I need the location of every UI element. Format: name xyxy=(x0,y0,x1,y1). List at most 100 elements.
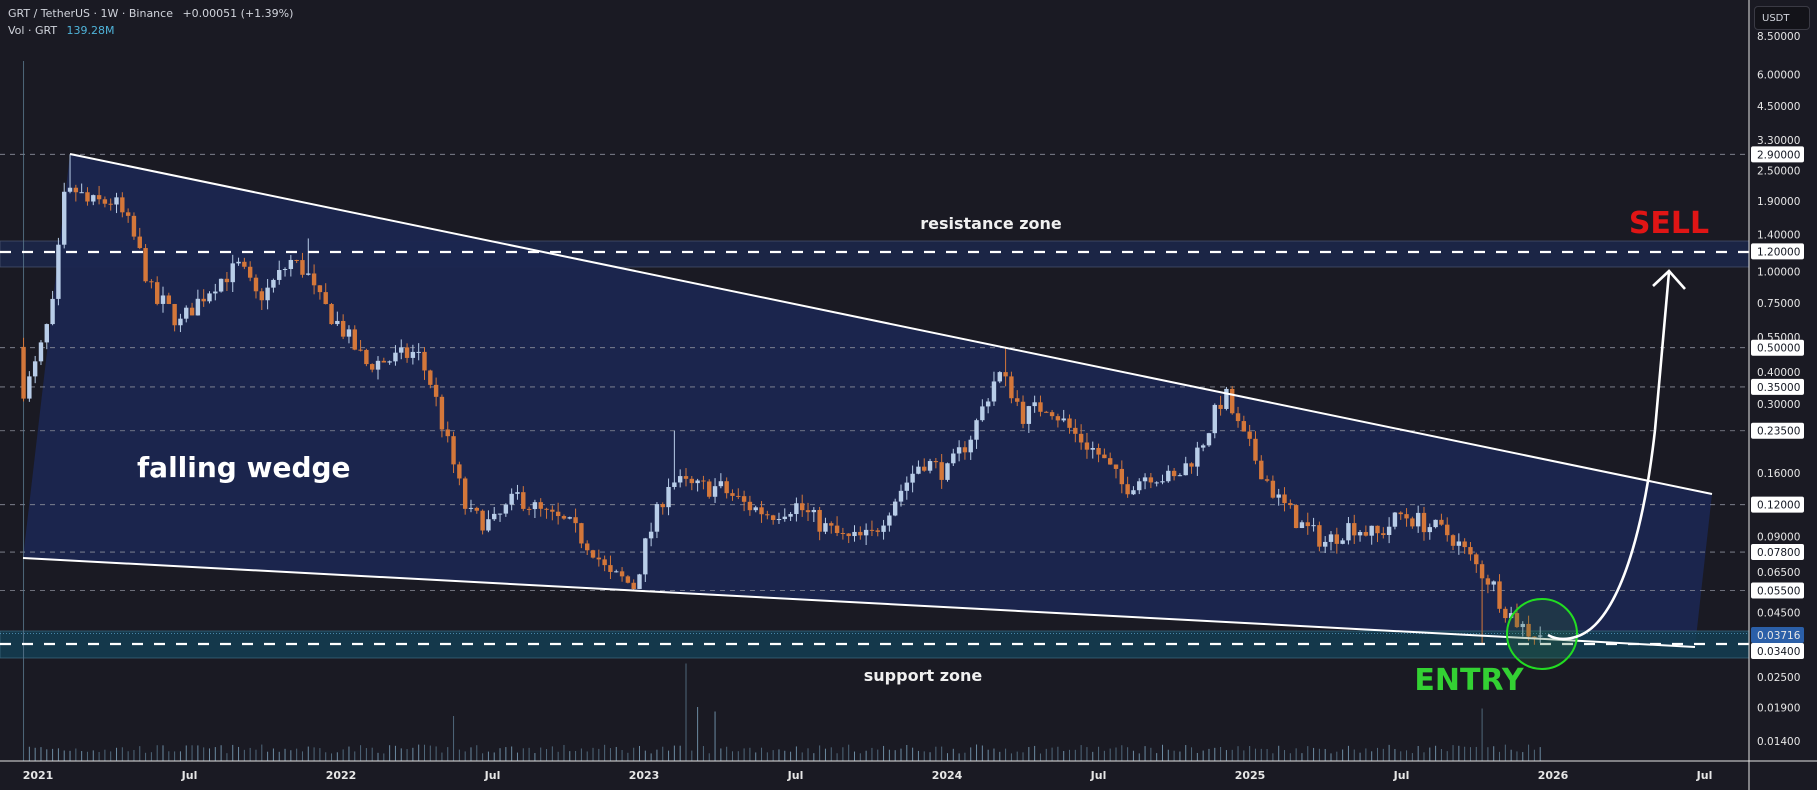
candle-body xyxy=(1148,477,1154,483)
candle-body xyxy=(1264,479,1270,481)
candle-body xyxy=(550,509,555,512)
time-axis-label: Jul xyxy=(787,769,804,782)
currency-button[interactable]: USDT xyxy=(1754,6,1810,30)
candle-body xyxy=(1317,525,1322,547)
candle-body xyxy=(800,503,805,511)
candle-body xyxy=(282,269,288,271)
entry-circle[interactable] xyxy=(1506,598,1578,670)
horizontal-levels xyxy=(0,153,1749,635)
candle-body xyxy=(555,511,561,517)
candle-body xyxy=(1282,494,1287,504)
price-axis-label: 0.12000 xyxy=(1757,500,1800,512)
wedge-upper-trendline[interactable] xyxy=(69,153,1713,495)
candle-body xyxy=(67,187,73,192)
candle-body xyxy=(125,212,131,216)
price-axis-label: 1.90000 xyxy=(1757,196,1800,208)
candle-body xyxy=(521,492,526,509)
candle-body xyxy=(590,550,596,558)
candle-body xyxy=(1067,418,1072,428)
candle-body xyxy=(515,492,520,494)
candle-body xyxy=(439,396,445,430)
price-axis-label: 8.50000 xyxy=(1757,31,1800,43)
candle-body xyxy=(1241,421,1247,432)
price-axis-label: 4.50000 xyxy=(1757,101,1800,113)
candle-body xyxy=(1520,623,1525,628)
symbol-header[interactable]: GRT / TetherUS · 1W · Binance +0.00051 (… xyxy=(8,7,293,20)
candle-body xyxy=(1224,388,1229,409)
candle-body xyxy=(1119,468,1125,485)
candle-body xyxy=(428,370,433,385)
candle-body xyxy=(666,486,671,508)
candle-body xyxy=(1415,512,1421,527)
candle-body xyxy=(707,481,712,497)
candle-body xyxy=(1113,464,1119,469)
time-axis-label: 2022 xyxy=(326,769,357,782)
candle-body xyxy=(1532,636,1537,638)
price-axis-label: 0.02500 xyxy=(1757,672,1800,684)
candle-body xyxy=(573,517,578,524)
candle-body xyxy=(497,513,503,515)
volume-legend[interactable]: Vol · GRT 139.28M xyxy=(8,24,115,37)
time-axis-labels[interactable]: 2021 Jul 2022 Jul 2023 Jul 2024 Jul 2025 Jul 2026 J… xyxy=(23,769,1713,782)
candle-body xyxy=(770,515,776,520)
candle-body xyxy=(858,531,863,536)
candle-body xyxy=(393,352,398,362)
price-label-badge xyxy=(1751,422,1804,439)
time-axis-label: 2023 xyxy=(629,769,660,782)
candle-body xyxy=(27,376,32,399)
price-axis-label: 0.50000 xyxy=(1757,343,1800,355)
time-axis-label: Jul xyxy=(181,769,198,782)
candle-body xyxy=(1450,535,1456,546)
candle-body xyxy=(829,523,834,526)
candle-body xyxy=(1177,475,1183,477)
candle-body xyxy=(189,307,195,316)
candle-body xyxy=(85,192,90,202)
candle-body xyxy=(451,436,456,465)
price-label-badge xyxy=(1751,378,1804,395)
candle-body xyxy=(1328,534,1334,542)
candle-body xyxy=(834,525,840,534)
candle-body xyxy=(329,304,334,325)
candle-body xyxy=(1073,427,1078,434)
price-axis-label: 2.50000 xyxy=(1757,166,1800,178)
candle-body xyxy=(131,215,137,237)
candle-body xyxy=(1259,460,1264,480)
candle-body xyxy=(567,517,572,519)
candle-body xyxy=(32,361,38,377)
price-axis-label: 0.01400 xyxy=(1757,736,1800,748)
candle-body xyxy=(1026,406,1032,424)
projection-arrow[interactable] xyxy=(1547,271,1671,641)
candle-body xyxy=(945,463,950,480)
candle-body xyxy=(242,261,247,267)
candle-body xyxy=(904,482,910,491)
candle-body xyxy=(887,515,892,526)
candle-body xyxy=(323,292,328,305)
time-axis-label: 2026 xyxy=(1538,769,1569,782)
time-axis-label: Jul xyxy=(1090,769,1107,782)
candle-body xyxy=(50,298,55,325)
candle-body xyxy=(224,278,230,283)
price-axis-label: 0.30000 xyxy=(1757,399,1800,411)
candle-body xyxy=(96,195,102,200)
candle-body xyxy=(852,531,857,537)
price-label-badge xyxy=(1751,544,1804,561)
sell-label: SELL xyxy=(1629,206,1709,241)
volume-label: Vol · GRT xyxy=(8,24,58,37)
candle-body xyxy=(1212,404,1217,434)
candle-body xyxy=(1293,505,1299,529)
candles xyxy=(21,154,1543,645)
candle-body xyxy=(596,557,602,560)
candle-body xyxy=(1171,470,1177,477)
candle-body xyxy=(1322,541,1328,547)
candle-body xyxy=(1404,514,1409,519)
candle-body xyxy=(1427,527,1432,533)
candle-body xyxy=(416,351,421,353)
candle-body xyxy=(1445,524,1450,536)
wedge-lower-trendline[interactable] xyxy=(22,557,1696,648)
price-axis-label: 2.90000 xyxy=(1757,149,1800,161)
time-axis-label: Jul xyxy=(1696,769,1713,782)
candle-body xyxy=(753,507,758,511)
candle-body xyxy=(1288,503,1293,506)
resistance-zone-label: resistance zone xyxy=(920,214,1062,233)
